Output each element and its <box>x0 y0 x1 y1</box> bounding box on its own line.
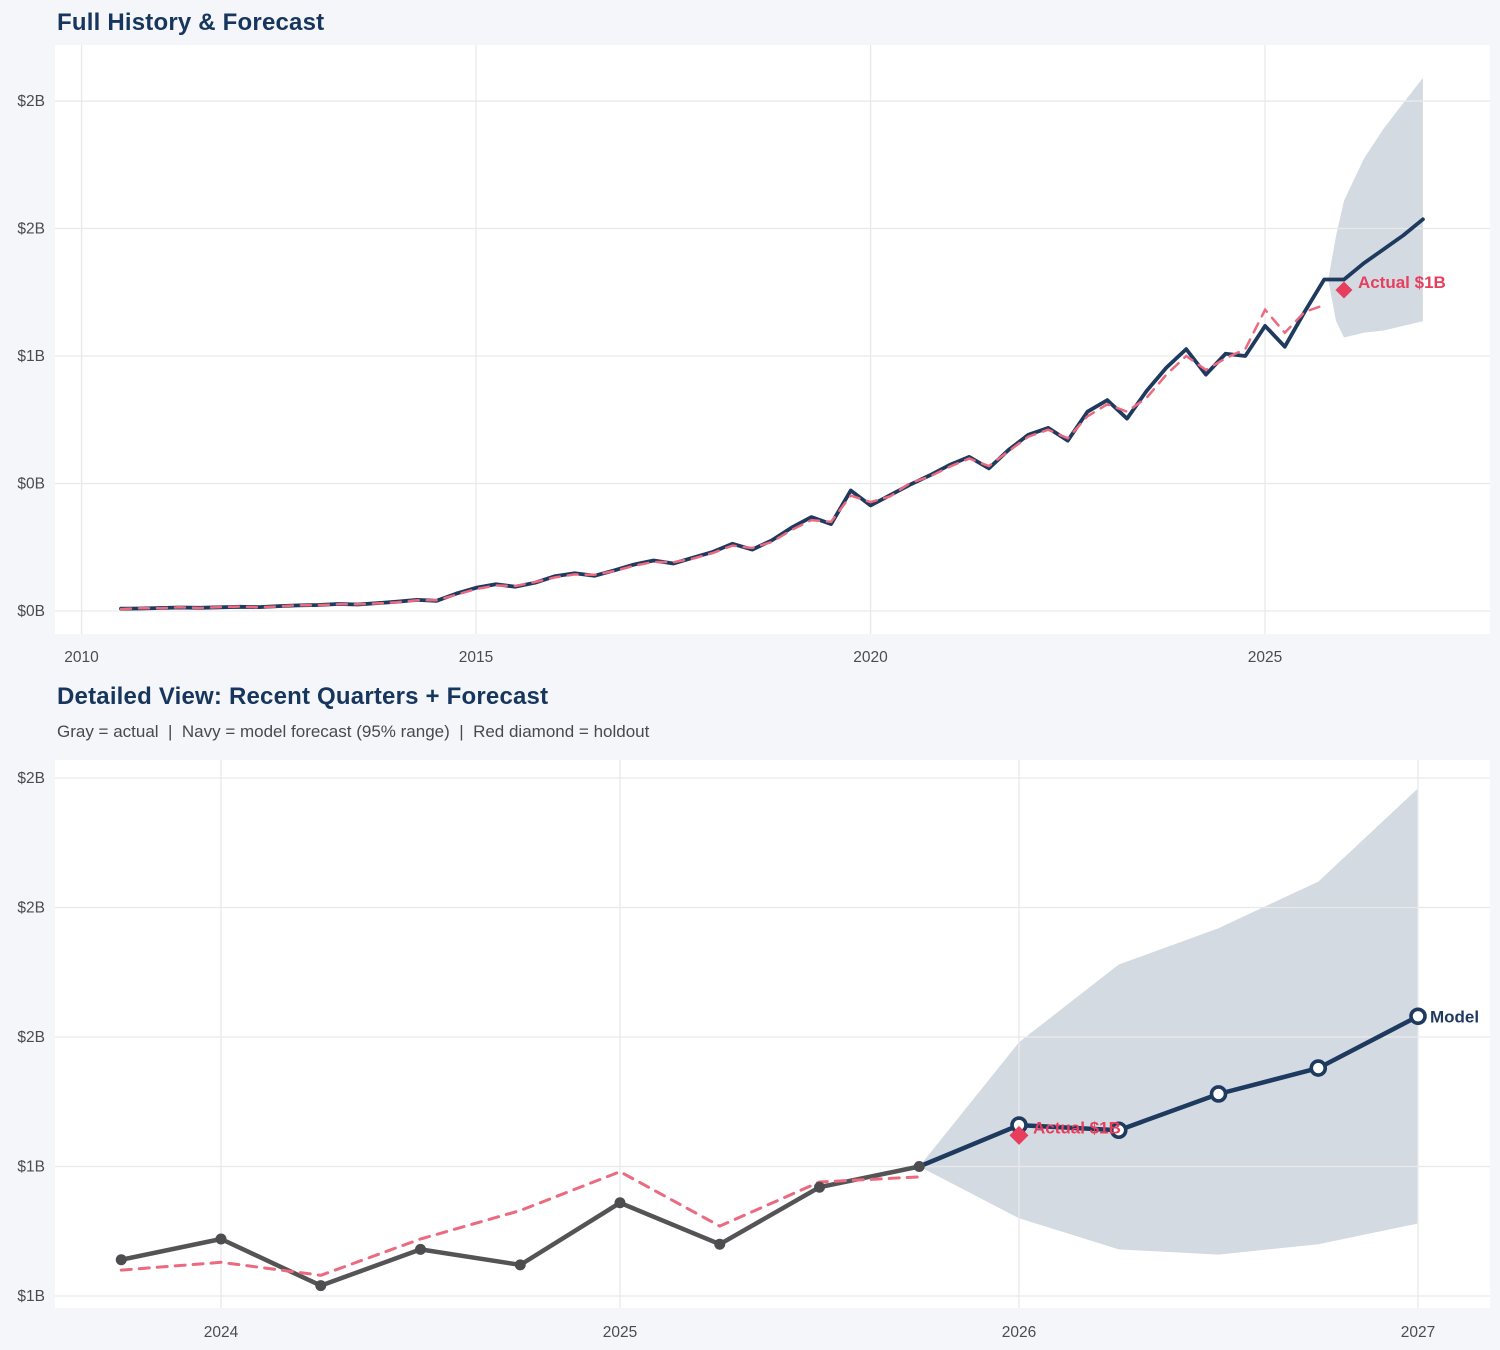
actual-point <box>315 1280 327 1292</box>
x-tick-label: 2024 <box>204 1324 239 1341</box>
bottom-chart: Actual $1B Model $1B $1B $2B $2B $2B 2024 2025 20… <box>17 760 1490 1341</box>
actual-point <box>415 1243 426 1255</box>
y-tick-label: $2B <box>17 221 45 238</box>
actual-point <box>514 1259 526 1271</box>
x-tick-label: 2027 <box>1401 1324 1435 1341</box>
y-tick-label: $0B <box>17 476 45 493</box>
gridlines <box>55 45 1490 634</box>
holdout-label: Actual $1B <box>1358 273 1446 292</box>
y-tick-label: $0B <box>17 603 45 620</box>
x-tick-label: 2010 <box>64 649 99 666</box>
y-tick-label: $2B <box>17 93 45 110</box>
x-tick-label: 2025 <box>1248 649 1282 666</box>
holdout-diamond <box>1335 281 1353 299</box>
plot-area <box>55 45 1490 634</box>
actual-point <box>814 1181 825 1193</box>
forecast-point <box>1209 1085 1228 1103</box>
actual-point <box>215 1233 227 1245</box>
top-chart-title: Full History & Forecast <box>57 9 325 36</box>
actual-point <box>115 1254 127 1266</box>
y-tick-label: $1B <box>17 1159 45 1176</box>
y-tick-label: $2B <box>17 770 45 787</box>
forecast-point <box>1309 1059 1328 1077</box>
x-tick-label: 2020 <box>853 649 888 666</box>
top-chart: Actual $1B $0B $0B $1B $2B $2B 2010 2015 2020 202… <box>17 45 1490 666</box>
actual-point <box>714 1238 726 1250</box>
forecast-point <box>1109 1121 1128 1140</box>
x-tick-label: 2015 <box>459 649 493 666</box>
y-tick-label: $2B <box>17 900 45 917</box>
x-tick-label: 2025 <box>603 1324 637 1341</box>
gridlines <box>55 760 1490 1308</box>
model-fit-dashed-line <box>119 303 1326 611</box>
holdout-diamond <box>1009 1125 1029 1145</box>
holdout-label: Actual $1B <box>1033 1118 1121 1137</box>
forecast-point <box>1409 1007 1427 1026</box>
model-line-label: Model <box>1430 1007 1479 1026</box>
bottom-chart-title: Detailed View: Recent Quarters + Forecas… <box>57 683 549 710</box>
forecast-confidence-band <box>919 788 1418 1255</box>
y-tick-label: $2B <box>17 1029 45 1046</box>
x-tick-label: 2026 <box>1002 1324 1036 1341</box>
actual-point <box>614 1197 626 1209</box>
bottom-chart-subtitle: Gray = actual | Navy = model forecast (9… <box>57 722 650 741</box>
axis-tick-labels: $1B $1B $2B $2B $2B 2024 2025 2026 2027 <box>17 770 1435 1341</box>
axis-tick-labels: $0B $0B $1B $2B $2B 2010 2015 2020 2025 <box>17 93 1282 666</box>
y-tick-label: $1B <box>17 1288 45 1305</box>
model-fit-dashed-line <box>119 1170 921 1277</box>
actual-point <box>913 1161 925 1172</box>
y-tick-label: $1B <box>17 348 45 365</box>
model-forecast-line <box>917 1014 1421 1169</box>
